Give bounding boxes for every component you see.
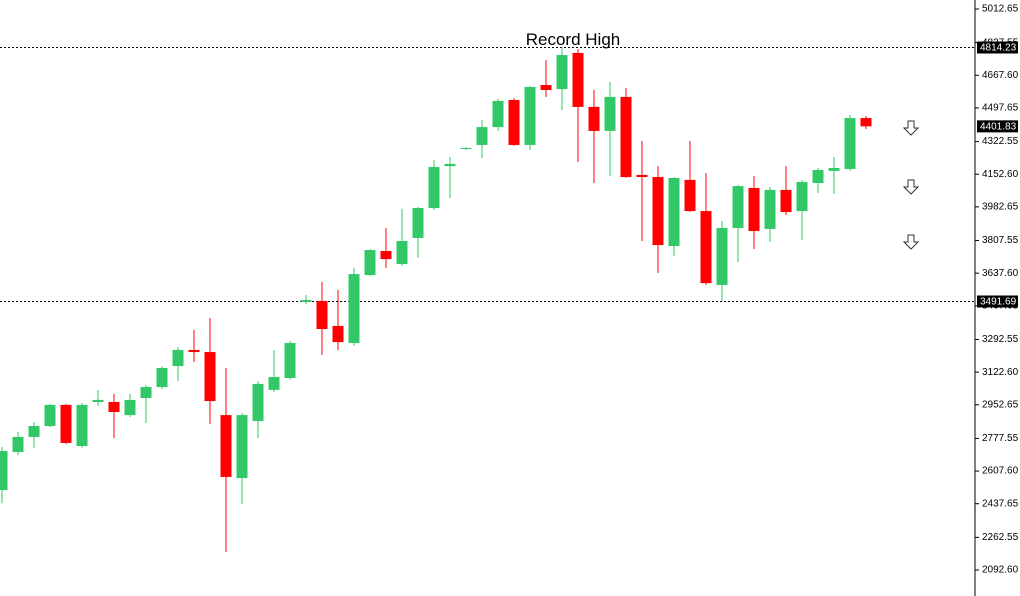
candle-body: [572, 52, 584, 107]
candle-body: [748, 187, 760, 232]
y-tick-label: 2952.65: [982, 399, 1019, 410]
candle-body: [860, 118, 872, 127]
candle-layer: [0, 47, 872, 553]
candle-body: [316, 300, 328, 330]
candle-body: [412, 207, 424, 238]
candle-body: [364, 250, 376, 276]
candle-body: [172, 349, 184, 367]
candle-body: [108, 402, 120, 413]
candle-body: [700, 211, 712, 284]
y-tick-label: 3982.65: [982, 202, 1019, 213]
y-tick-label: 5012.65: [982, 4, 1019, 15]
last-price-label: 4401.83: [980, 121, 1017, 132]
candle-body: [652, 177, 664, 246]
candle-body: [44, 404, 56, 427]
candle-body: [252, 383, 264, 422]
candle-body: [60, 404, 72, 443]
candle-body: [140, 387, 152, 398]
candle-body: [124, 399, 136, 416]
candle-body: [716, 227, 728, 286]
level-label: 3491.69: [980, 297, 1017, 308]
candle-body: [508, 99, 520, 145]
candle-body: [844, 118, 856, 169]
y-tick-label: 4497.65: [982, 103, 1019, 114]
candle-body: [620, 96, 632, 178]
candle-body: [204, 352, 216, 402]
candle-body: [380, 251, 392, 260]
candle-body: [236, 415, 248, 479]
candle-body: [636, 174, 648, 178]
candle-body: [604, 96, 616, 131]
level-label-box: [977, 41, 1018, 54]
down-arrow: [902, 120, 920, 136]
candle-body: [796, 182, 808, 212]
candle-body: [476, 127, 488, 145]
candle-body: [732, 186, 744, 228]
y-tick-label: 4152.60: [982, 169, 1019, 180]
y-tick-label: 3637.60: [982, 268, 1019, 279]
candle-body: [348, 274, 360, 344]
candle-body: [156, 368, 168, 388]
candle-body: [588, 106, 600, 131]
candle-body: [556, 55, 568, 90]
y-tick-label: 3122.60: [982, 367, 1019, 378]
candle-body: [828, 168, 840, 171]
candle-body: [28, 426, 40, 437]
candle-body: [444, 163, 456, 167]
candle-body: [284, 343, 296, 378]
candle-body: [76, 404, 88, 447]
candle-body: [684, 179, 696, 212]
down-arrow: [902, 179, 920, 195]
y-tick-label: 2437.65: [982, 498, 1019, 509]
y-tick-label: 4667.60: [982, 70, 1019, 81]
level-label-box: [977, 295, 1018, 308]
y-tick-label: 2262.55: [982, 532, 1019, 543]
candle-body: [812, 169, 824, 183]
y-tick-label: 2092.60: [982, 565, 1019, 576]
candle-body: [524, 86, 536, 145]
candle-body: [188, 349, 200, 353]
candle-body: [300, 299, 312, 302]
candle-body: [460, 148, 472, 150]
candle-body: [12, 436, 24, 452]
candle-body: [428, 167, 440, 208]
candle-body: [220, 415, 232, 477]
label-layer: 4814.23 3491.69 4401.83: [977, 41, 1018, 308]
candle-body: [0, 451, 8, 491]
candle-body: [780, 189, 792, 213]
candle-body: [268, 377, 280, 390]
candle-body: [396, 241, 408, 265]
candle-body: [332, 325, 344, 343]
candle-body: [492, 100, 504, 128]
level-label: 4814.23: [980, 43, 1017, 54]
annotation: Record High: [526, 30, 621, 49]
candle-body: [92, 399, 104, 403]
y-tick-label: 4322.55: [982, 136, 1019, 147]
candle-body: [668, 178, 680, 247]
candle-body: [764, 189, 776, 229]
candle-body: [540, 85, 552, 91]
y-tick-label: 2777.55: [982, 433, 1019, 444]
last-price-box: [977, 120, 1018, 133]
y-tick-label: 3807.55: [982, 235, 1019, 246]
arrow-icons: [902, 120, 920, 250]
down-arrow: [902, 234, 920, 250]
y-tick-label: 3292.55: [982, 334, 1019, 345]
y-tick-label: 2607.60: [982, 466, 1019, 477]
